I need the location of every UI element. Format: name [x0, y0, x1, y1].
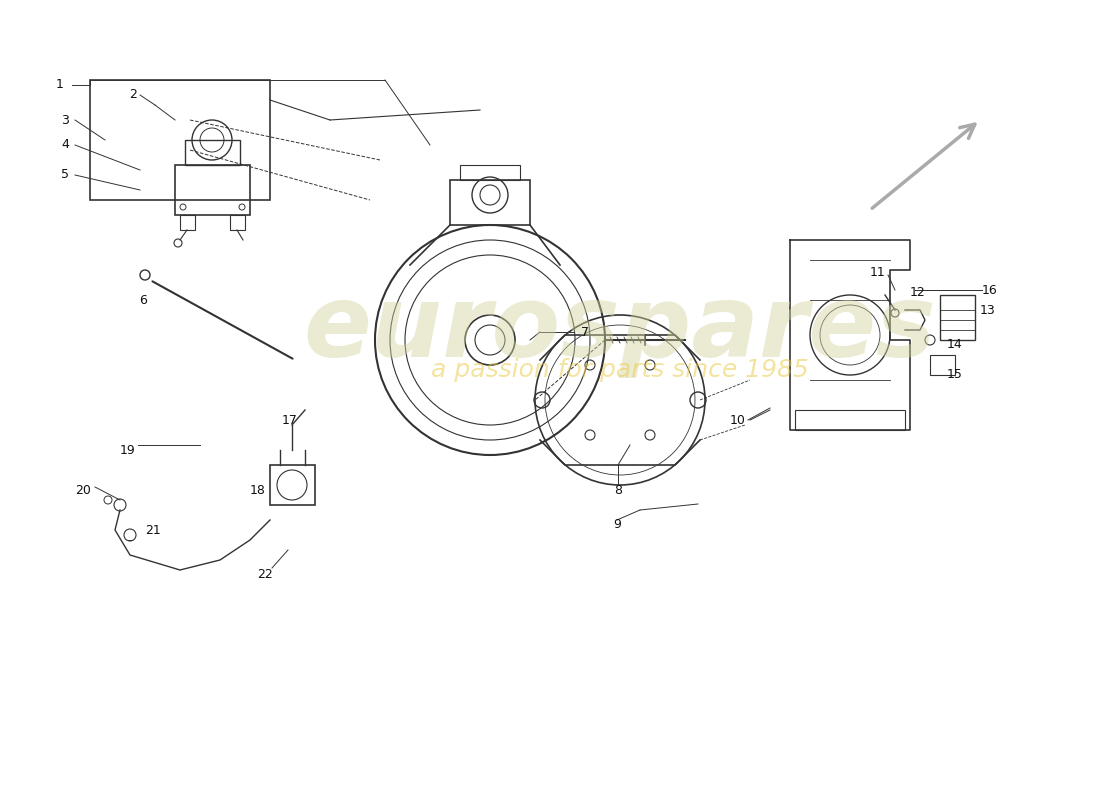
Text: 15: 15 — [947, 369, 962, 382]
Text: a passion for parts since 1985: a passion for parts since 1985 — [431, 358, 808, 382]
Bar — [940, 295, 975, 340]
Bar — [185, 140, 240, 165]
Text: 3: 3 — [62, 114, 69, 126]
Text: 16: 16 — [982, 283, 998, 297]
Text: 9: 9 — [613, 518, 620, 531]
Text: 10: 10 — [730, 414, 746, 426]
Text: 12: 12 — [910, 286, 926, 298]
Text: 13: 13 — [980, 303, 996, 317]
Text: 6: 6 — [139, 294, 147, 306]
Text: 14: 14 — [947, 338, 962, 351]
Text: 17: 17 — [282, 414, 298, 426]
Text: 21: 21 — [145, 523, 161, 537]
Bar — [795, 410, 905, 430]
Bar — [90, 80, 270, 200]
Text: 2: 2 — [129, 89, 136, 102]
Text: 5: 5 — [60, 169, 69, 182]
Bar — [230, 215, 245, 230]
Text: 11: 11 — [870, 266, 886, 278]
Bar — [450, 180, 530, 225]
Text: 8: 8 — [614, 483, 622, 497]
Text: 20: 20 — [75, 483, 91, 497]
Text: 1: 1 — [56, 78, 64, 91]
Text: 4: 4 — [62, 138, 69, 151]
Text: eurospares: eurospares — [304, 282, 936, 378]
Text: 22: 22 — [257, 569, 273, 582]
Bar — [460, 165, 520, 180]
Bar — [180, 215, 195, 230]
Bar — [270, 465, 315, 505]
Text: 19: 19 — [120, 443, 136, 457]
Text: 7: 7 — [581, 326, 589, 338]
Bar — [175, 165, 250, 215]
Bar — [930, 355, 955, 375]
Text: 18: 18 — [250, 483, 266, 497]
